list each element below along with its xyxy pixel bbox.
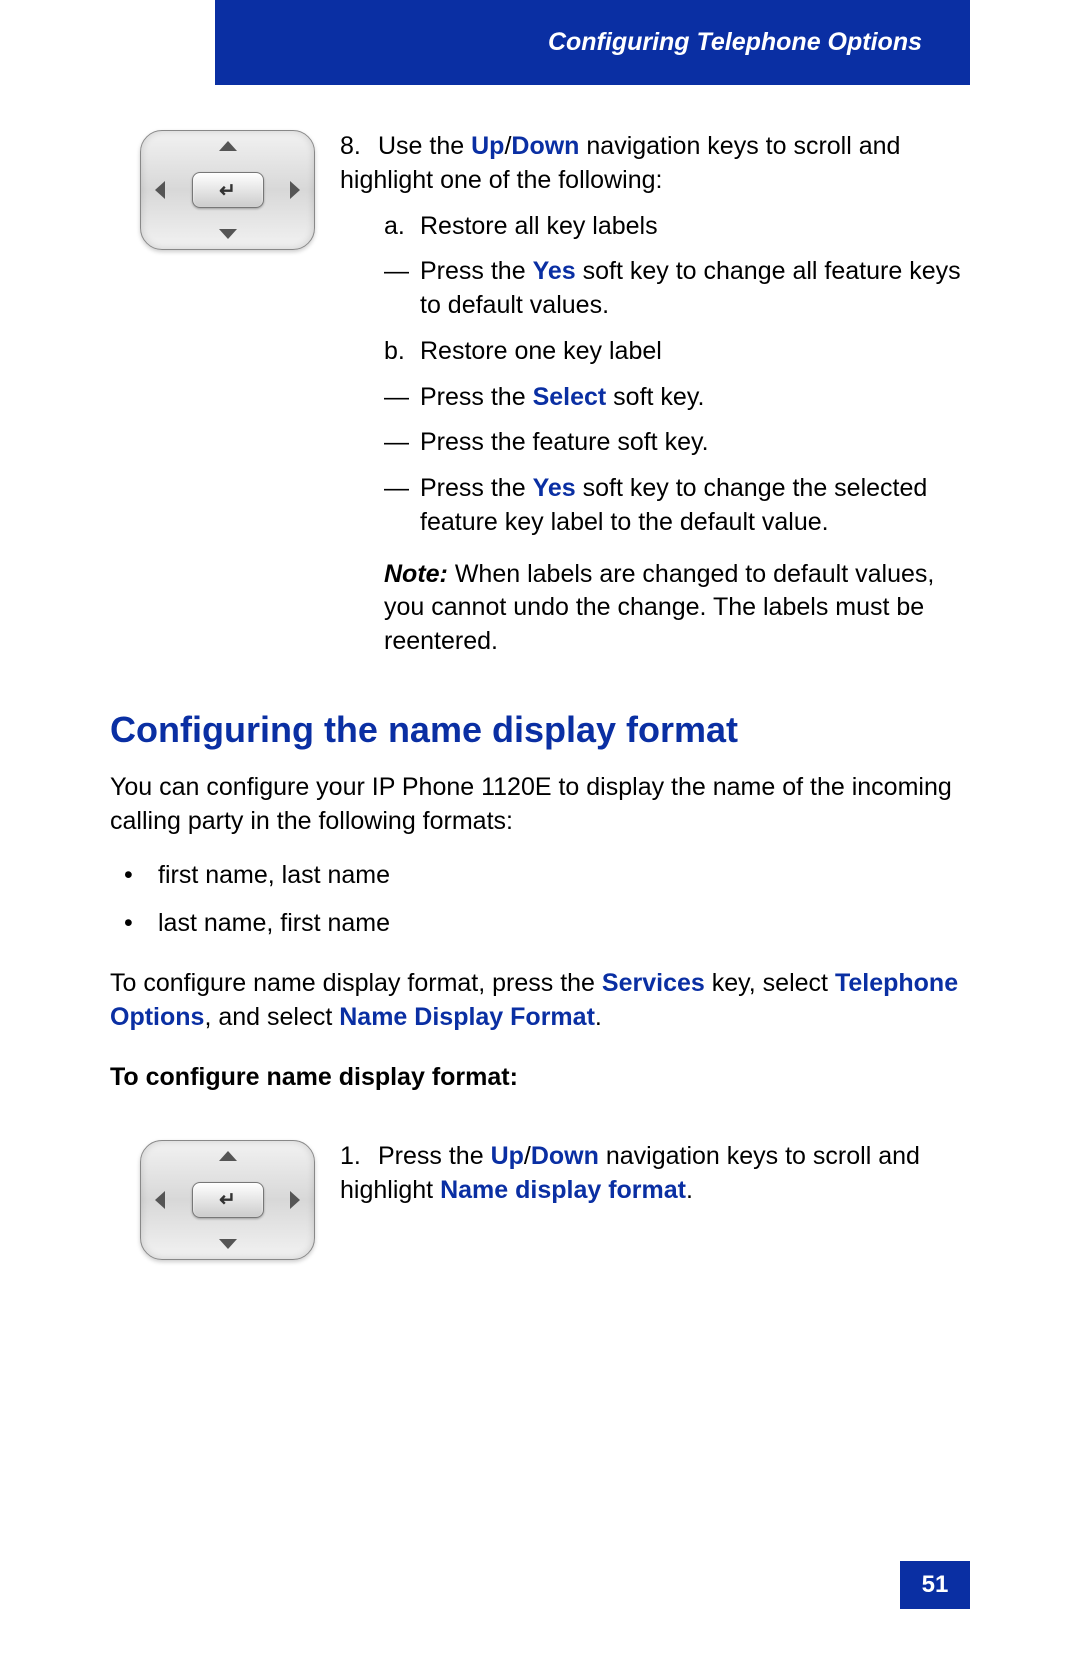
up-key: Up [491, 1142, 524, 1170]
dash: — [384, 255, 420, 323]
nav-pad-col: ↵ [110, 1140, 310, 1260]
nav-down-icon [219, 229, 237, 239]
step-8-row: ↵ 8.Use the Up/Down navigation keys to s… [110, 130, 970, 659]
down-key: Down [531, 1142, 599, 1170]
step-number: 1. [340, 1140, 378, 1174]
step-8-lead: 8.Use the Up/Down navigation keys to scr… [340, 130, 970, 198]
sub-b-dash3: — Press the Yes soft key to change the s… [384, 472, 970, 540]
nav-left-icon [155, 181, 165, 199]
dash: — [384, 426, 420, 460]
bullet-dot: • [124, 852, 158, 900]
dash-text: Press the Yes soft key to change all fea… [420, 255, 970, 323]
bullet-list: • first name, last name • last name, fir… [124, 852, 970, 947]
nav-up-icon [219, 141, 237, 151]
bullet-item-2: • last name, first name [124, 900, 970, 948]
enter-arrow-icon: ↵ [219, 178, 236, 203]
nav-left-icon [155, 1191, 165, 1209]
step-number: 8. [340, 130, 378, 164]
nav-right-icon [290, 1191, 300, 1209]
nav-enter-button: ↵ [192, 172, 264, 208]
header-title: Configuring Telephone Options [548, 28, 922, 57]
sub-a-label: a. [384, 210, 420, 244]
note-text: When labels are changed to default value… [384, 560, 934, 656]
note-block: Note: When labels are changed to default… [384, 558, 970, 659]
procedure-subhead: To configure name display format: [110, 1063, 970, 1092]
nav-right-icon [290, 181, 300, 199]
nav-enter-button: ↵ [192, 1182, 264, 1218]
sub-a-dash1: — Press the Yes soft key to change all f… [384, 255, 970, 323]
nav-pad-col: ↵ [110, 130, 310, 659]
enter-arrow-icon: ↵ [219, 1187, 236, 1212]
lead-a: Use the [378, 132, 471, 160]
services-key: Services [602, 969, 705, 997]
step-1-text: 1.Press the Up/Down navigation keys to s… [340, 1140, 970, 1260]
page-content: ↵ 8.Use the Up/Down navigation keys to s… [110, 130, 970, 1280]
header-bar: Configuring Telephone Options [215, 0, 970, 85]
name-display-format-target: Name display format [440, 1176, 686, 1204]
select-key: Select [533, 383, 607, 411]
step-8-text: 8.Use the Up/Down navigation keys to scr… [340, 130, 970, 659]
up-key: Up [471, 132, 504, 160]
section-para2: To configure name display format, press … [110, 967, 970, 1035]
period: . [686, 1176, 693, 1204]
nav-down-icon [219, 1239, 237, 1249]
step-8-sublist: a. Restore all key labels — Press the Ye… [384, 210, 970, 540]
sub-a: a. Restore all key labels [384, 210, 970, 244]
dash-text: Press the Yes soft key to change the sel… [420, 472, 970, 540]
step-1-row: ↵ 1.Press the Up/Down navigation keys to… [110, 1140, 970, 1260]
sub-b-text: Restore one key label [420, 335, 662, 369]
navigation-pad-icon: ↵ [140, 130, 315, 250]
lead-a: Press the [378, 1142, 491, 1170]
note-label: Note: [384, 560, 448, 588]
slash: / [524, 1142, 531, 1170]
section-heading: Configuring the name display format [110, 709, 970, 751]
navigation-pad-icon: ↵ [140, 1140, 315, 1260]
yes-key: Yes [533, 474, 576, 502]
sub-b: b. Restore one key label [384, 335, 970, 369]
yes-key: Yes [533, 257, 576, 285]
dash: — [384, 472, 420, 540]
sub-a-text: Restore all key labels [420, 210, 658, 244]
section-para1: You can configure your IP Phone 1120E to… [110, 771, 970, 839]
down-key: Down [511, 132, 579, 160]
page-number: 51 [900, 1561, 970, 1609]
bullet-item-1: • first name, last name [124, 852, 970, 900]
name-display-format-key: Name Display Format [339, 1003, 595, 1031]
sub-b-dash1: — Press the Select soft key. [384, 381, 970, 415]
bullet-text: last name, first name [158, 900, 390, 948]
sub-b-label: b. [384, 335, 420, 369]
bullet-dot: • [124, 900, 158, 948]
sub-b-dash2: — Press the feature soft key. [384, 426, 970, 460]
dash-text: Press the Select soft key. [420, 381, 704, 415]
dash-text: Press the feature soft key. [420, 426, 709, 460]
nav-up-icon [219, 1151, 237, 1161]
dash: — [384, 381, 420, 415]
bullet-text: first name, last name [158, 852, 390, 900]
